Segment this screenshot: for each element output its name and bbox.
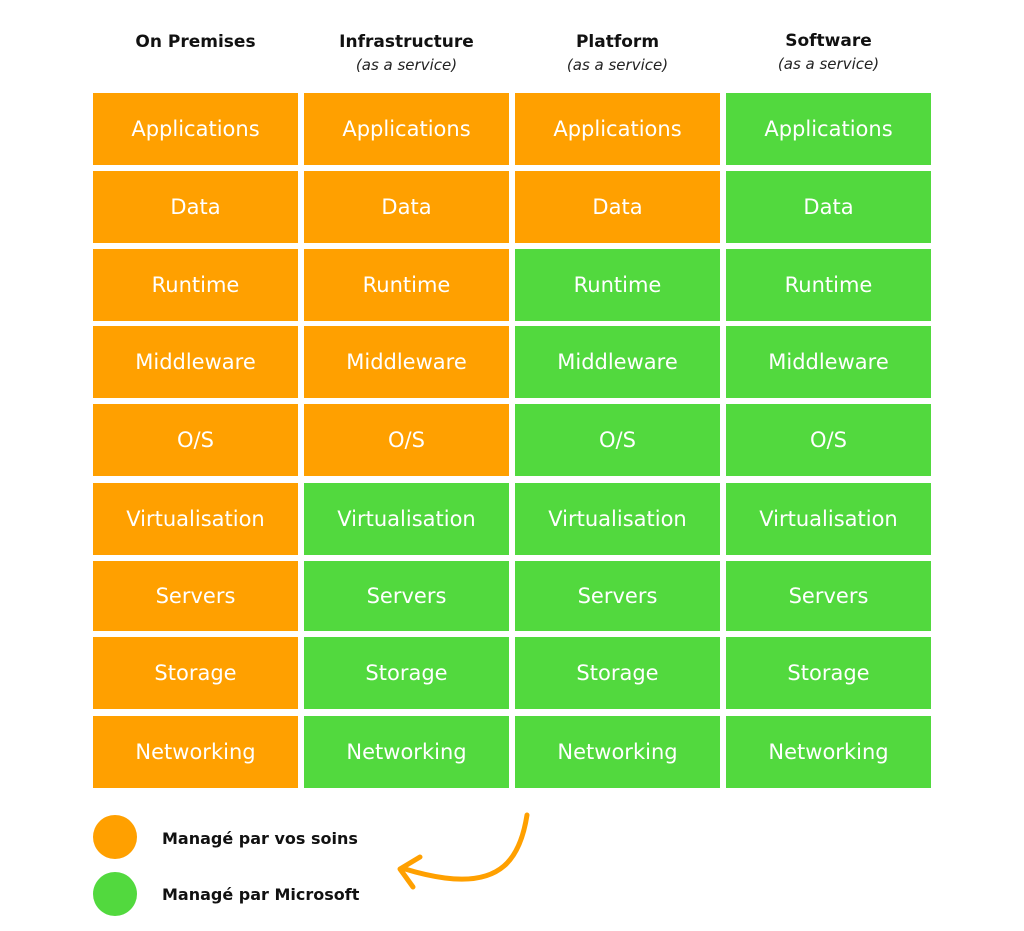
cell-networking-4: Networking [726,716,931,788]
cell-storage-4: Storage [726,637,931,709]
cell-middleware-2: Middleware [304,326,509,398]
legend-dot-microsoft-managed [93,872,137,916]
cell-o-s-3: O/S [515,404,720,476]
column-title: On Premises [135,32,256,52]
column-header-on-premises: On Premises [93,32,298,52]
legend-dot-self-managed [93,815,137,859]
column-header-infrastructure: Infrastructure (as a service) [304,32,509,75]
column-header-platform: Platform (as a service) [515,32,720,75]
column-title: Platform [575,32,660,52]
cell-virtualisation-2: Virtualisation [304,483,509,555]
cell-o-s-2: O/S [304,404,509,476]
cell-applications-4: Applications [726,93,931,165]
cell-middleware-1: Middleware [93,326,298,398]
cell-virtualisation-4: Virtualisation [726,483,931,555]
cell-data-4: Data [726,171,931,243]
column-subtitle: (as a service) [355,56,458,74]
cell-runtime-4: Runtime [726,249,931,321]
column-header-software: Software (as a service) [726,31,931,74]
legend-label-self-managed: Managé par vos soins [162,829,358,848]
cell-storage-1: Storage [93,637,298,709]
cell-servers-4: Servers [726,561,931,631]
column-subtitle: (as a service) [777,55,880,73]
legend-label-microsoft-managed: Managé par Microsoft [162,885,360,904]
cell-data-2: Data [304,171,509,243]
cell-networking-2: Networking [304,716,509,788]
cell-servers-2: Servers [304,561,509,631]
cell-virtualisation-3: Virtualisation [515,483,720,555]
cell-data-3: Data [515,171,720,243]
cell-servers-3: Servers [515,561,720,631]
cell-runtime-2: Runtime [304,249,509,321]
cell-runtime-3: Runtime [515,249,720,321]
column-subtitle: (as a service) [566,56,669,74]
cell-storage-2: Storage [304,637,509,709]
cell-networking-3: Networking [515,716,720,788]
cell-runtime-1: Runtime [93,249,298,321]
cell-o-s-1: O/S [93,404,298,476]
cell-o-s-4: O/S [726,404,931,476]
cell-applications-2: Applications [304,93,509,165]
cell-middleware-4: Middleware [726,326,931,398]
cell-middleware-3: Middleware [515,326,720,398]
cell-data-1: Data [93,171,298,243]
cell-virtualisation-1: Virtualisation [93,483,298,555]
cell-applications-3: Applications [515,93,720,165]
cell-applications-1: Applications [93,93,298,165]
cell-storage-3: Storage [515,637,720,709]
cell-servers-1: Servers [93,561,298,631]
column-title: Infrastructure [339,32,474,52]
column-title: Software [785,31,872,51]
cell-networking-1: Networking [93,716,298,788]
